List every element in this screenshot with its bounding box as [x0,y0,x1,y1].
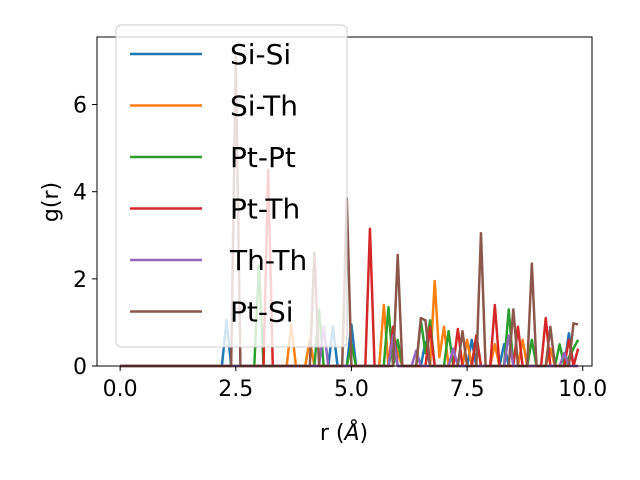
x-tick-label: 7.5 [450,377,485,402]
y-tick-label: 6 [73,94,87,119]
legend-label-si-si: Si-Si [230,38,291,71]
legend-label-pt-th: Pt-Th [230,193,300,226]
y-tick-label: 0 [73,355,87,380]
legend-label-si-th: Si-Th [230,90,298,123]
x-tick-label: 0.0 [103,377,138,402]
legend-label-pt-pt: Pt-Pt [230,141,296,174]
legend: Si-Si Si-Th Pt-Pt Pt-Th Th-Th Pt-Si [115,24,348,348]
y-axis-label: g(r) [39,182,64,222]
y-tick-label: 4 [73,181,87,206]
x-tick-label: 10.0 [558,377,607,402]
x-axis-label: r (Å) [320,419,368,446]
x-tick-label: 5.0 [334,377,369,402]
x-tick-label: 2.5 [218,377,253,402]
x-ticks: 0.0 2.5 5.0 7.5 10.0 [103,366,607,402]
y-ticks: 0 2 4 6 [73,94,97,380]
legend-label-th-th: Th-Th [229,244,307,277]
legend-label-pt-si: Pt-Si [230,296,294,329]
y-tick-label: 2 [73,268,87,293]
